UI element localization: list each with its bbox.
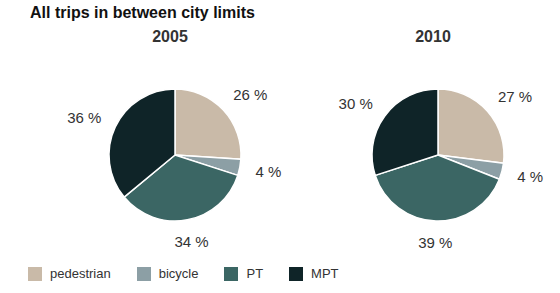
svg-text:36 %: 36 % [67, 109, 101, 126]
svg-text:30 %: 30 % [339, 95, 373, 112]
svg-text:4 %: 4 % [255, 163, 281, 180]
svg-text:27 %: 27 % [498, 88, 532, 105]
html-text:2010: 2010 [415, 28, 451, 45]
svg-text:4 %: 4 % [517, 168, 543, 185]
html-text:2005: 2005 [152, 28, 188, 45]
svg-text:39 %: 39 % [418, 234, 452, 250]
html-text:All trips in between city limi: All trips in between city limits [30, 4, 255, 21]
svg-text:34 %: 34 % [174, 233, 208, 250]
html-text:pedestrian: pedestrian [50, 266, 111, 281]
svg-text:26 %: 26 % [233, 86, 267, 103]
html-text:bicycle: bicycle [158, 266, 199, 281]
html-text:PT: PT [246, 266, 264, 281]
html-text:MPT: MPT [311, 266, 339, 281]
